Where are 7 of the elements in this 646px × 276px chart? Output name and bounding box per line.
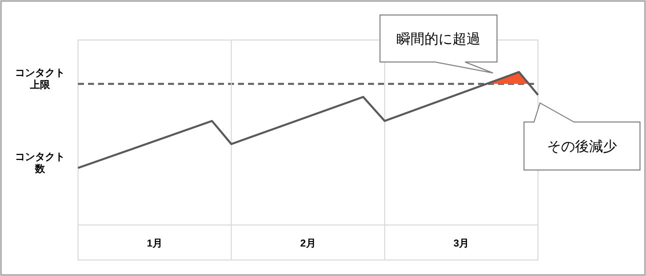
text: その後減少 [547,138,617,154]
x-tick-label: 2月 [300,238,316,250]
y-axis-title: コンタクト数 [15,152,65,175]
ref-line-label: コンタクト上限 [15,68,65,91]
text: 瞬間的に超過 [396,30,480,46]
x-tick-label: 1月 [146,238,162,250]
x-tick-label: 3月 [454,238,470,250]
